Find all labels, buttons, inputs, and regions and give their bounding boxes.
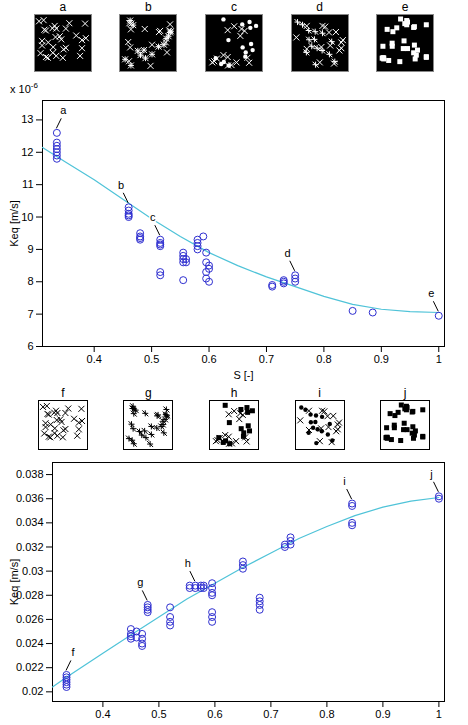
svg-text:6: 6 [27,340,33,352]
svg-text:0.8: 0.8 [319,708,334,720]
svg-text:e: e [428,287,434,299]
svg-text:h: h [185,557,191,569]
svg-text:Keq [m/s]: Keq [m/s] [8,200,20,246]
html-text:f: f [61,386,65,400]
svg-text:0.024: 0.024 [16,637,44,649]
svg-text:0.036: 0.036 [16,492,44,504]
svg-text:0.5: 0.5 [144,353,159,365]
svg-text:0.038: 0.038 [16,468,44,480]
svg-text:1: 1 [436,708,442,720]
svg-text:d: d [285,247,291,259]
html-text:h: h [230,386,238,400]
svg-text:0.9: 0.9 [374,353,389,365]
svg-text:12: 12 [21,146,33,158]
html-text:j: j [403,386,407,400]
svg-text:9: 9 [27,243,33,255]
html-text:c: c [231,0,237,14]
svg-text:0.7: 0.7 [263,708,278,720]
svg-text:0.7: 0.7 [259,353,274,365]
svg-text:1: 1 [436,353,442,365]
svg-text:0.6: 0.6 [201,353,216,365]
svg-text:a: a [60,104,67,116]
html-text:i: i [318,386,321,400]
html-text:d: d [316,0,323,14]
svg-text:0.4: 0.4 [95,708,110,720]
svg-text:0.5: 0.5 [151,708,166,720]
svg-text:0.9: 0.9 [375,708,390,720]
svg-text:S [-]: S [-] [233,369,253,381]
svg-text:0.026: 0.026 [16,613,44,625]
svg-text:0.03: 0.03 [22,565,43,577]
svg-text:0.022: 0.022 [16,661,44,673]
svg-text:b: b [118,179,124,191]
svg-text:13: 13 [21,113,33,125]
svg-text:c: c [150,211,156,223]
svg-text:0.4: 0.4 [87,353,102,365]
svg-text:0.032: 0.032 [16,541,44,553]
svg-text:j: j [429,468,432,480]
html-text:a: a [59,0,67,14]
svg-text:0.8: 0.8 [316,353,331,365]
svg-text:Keq [m/s]: Keq [m/s] [8,559,20,605]
svg-text:8: 8 [27,275,33,287]
svg-text:g: g [137,576,143,588]
svg-text:0.034: 0.034 [16,516,44,528]
svg-text:11: 11 [22,178,33,190]
html-text:x 10-6: x 10-6 [10,81,38,95]
svg-text:0.028: 0.028 [16,588,44,601]
svg-text:f: f [71,646,75,658]
svg-text:10: 10 [21,211,33,223]
svg-text:7: 7 [27,308,33,320]
html-text:g: g [145,386,152,400]
html-text:e: e [401,0,409,14]
svg-text:i: i [343,475,345,487]
svg-text:0.02: 0.02 [22,685,43,697]
html-text:b: b [145,0,152,14]
svg-text:0.6: 0.6 [207,708,222,720]
